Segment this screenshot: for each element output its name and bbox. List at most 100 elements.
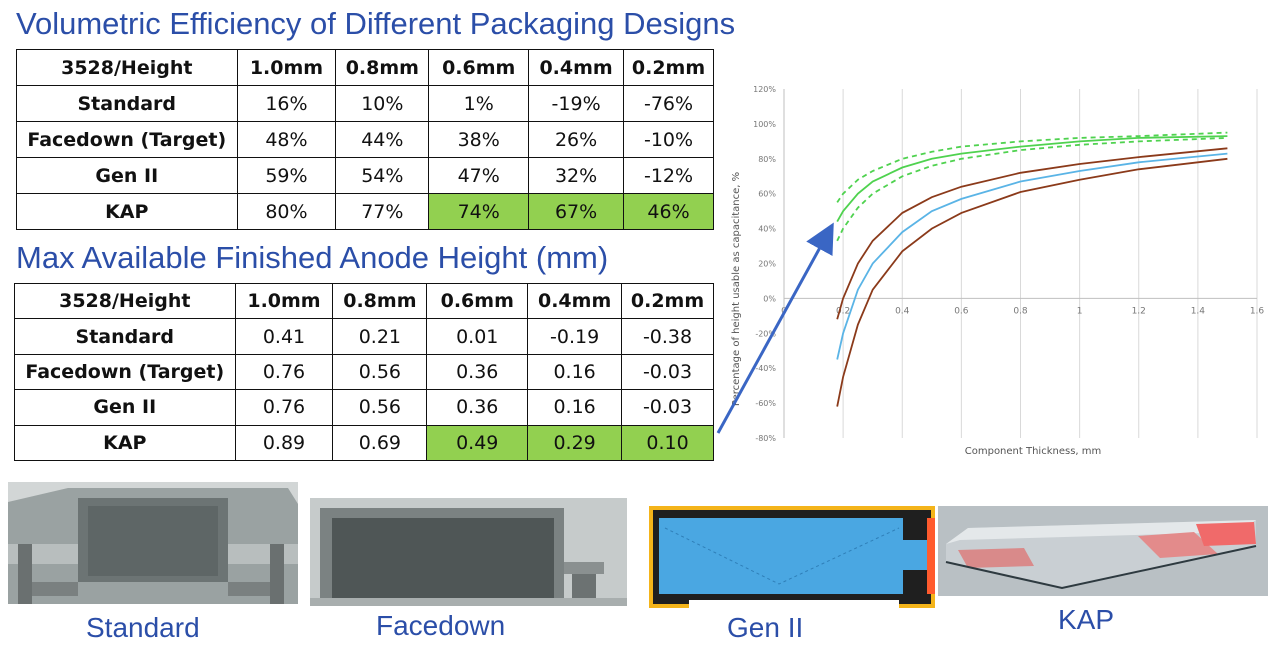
- table-row: Gen II 0.76 0.56 0.36 0.16 -0.03: [14, 389, 714, 426]
- series-line-4: [836, 147, 1228, 320]
- table-cell: -10%: [623, 121, 714, 158]
- table-cell: -0.03: [621, 389, 714, 426]
- table-row: KAP 80% 77% 74% 67% 46%: [16, 193, 714, 230]
- y-tick-label: -60%: [755, 399, 776, 408]
- facedown-caption: Facedown: [376, 610, 506, 641]
- table-cell: 0.16: [527, 389, 623, 426]
- series-line-5: [836, 152, 1228, 360]
- table-cell: 0.01: [426, 318, 529, 355]
- table-cell: 59%: [236, 157, 337, 194]
- series-line-2: [836, 131, 1228, 203]
- y-axis-label: Percentage of height usable as capacitan…: [731, 172, 742, 406]
- y-tick-label: 100%: [753, 120, 776, 129]
- row-label: Gen II: [14, 389, 236, 426]
- header-cell: 0.8mm: [332, 282, 428, 320]
- row-label: Standard: [16, 85, 238, 122]
- chart-series: [836, 131, 1228, 407]
- y-tick-label: -40%: [755, 364, 776, 373]
- highlighted-cell: 46%: [623, 193, 714, 230]
- x-tick-label: 0.6: [954, 306, 969, 316]
- table-cell: 77%: [335, 193, 430, 230]
- table-row: Facedown (Target) 48% 44% 38% 26% -10%: [16, 121, 714, 158]
- table-cell: 0.41: [234, 318, 334, 355]
- header-cell: 0.4mm: [527, 282, 623, 320]
- table-header-row: 3528/Height 1.0mm 0.8mm 0.6mm 0.4mm 0.2m…: [16, 49, 714, 86]
- row-label: Facedown (Target): [16, 121, 238, 158]
- series-line-1: [836, 135, 1228, 223]
- y-tick-label: 20%: [758, 260, 776, 269]
- header-cell: 0.2mm: [621, 282, 714, 320]
- row-label: Standard: [14, 318, 236, 355]
- table-row: Facedown (Target) 0.76 0.56 0.36 0.16 -0…: [14, 353, 714, 391]
- x-tick-label: 1: [1077, 306, 1083, 316]
- table-row: Gen II 59% 54% 47% 32% -12%: [16, 157, 714, 194]
- y-tick-label: 40%: [758, 225, 776, 234]
- standard-package-image: [8, 482, 298, 604]
- table-cell: 0.16: [527, 353, 623, 391]
- table-cell: 32%: [528, 157, 625, 194]
- table-cell: -0.03: [621, 353, 714, 391]
- volumetric-efficiency-title: Volumetric Efficiency of Different Packa…: [16, 6, 736, 41]
- x-tick-label: 1.4: [1191, 306, 1206, 316]
- header-cell: 0.8mm: [335, 49, 430, 86]
- arrow-line: [716, 222, 834, 434]
- table-cell: 0.56: [332, 389, 428, 426]
- series-line-3: [836, 137, 1228, 242]
- table-cell: -19%: [528, 85, 625, 122]
- y-tick-label: 120%: [753, 85, 776, 94]
- x-tick-label: 1.6: [1250, 306, 1265, 316]
- x-axis-label: Component Thickness, mm: [965, 446, 1102, 457]
- highlighted-cell: 0.10: [621, 424, 714, 461]
- table-row: Standard 16% 10% 1% -19% -76%: [16, 85, 714, 122]
- table-cell: 38%: [428, 121, 530, 158]
- table-cell: 54%: [335, 157, 430, 194]
- max-anode-height-title: Max Available Finished Anode Height (mm): [16, 240, 609, 275]
- table-cell: 0.76: [234, 389, 334, 426]
- table-cell: 0.69: [332, 424, 428, 461]
- table-cell: -0.38: [621, 318, 714, 355]
- y-tick-label: -20%: [755, 329, 776, 338]
- y-tick-label: 80%: [758, 155, 776, 164]
- highlighted-cell: 0.49: [426, 424, 529, 461]
- table-cell: 80%: [236, 193, 337, 230]
- standard-caption: Standard: [86, 612, 200, 643]
- series-line-6: [836, 157, 1228, 407]
- row-label: KAP: [14, 424, 236, 461]
- chart-axes: 00.20.40.60.811.21.41.6-80%-60%-40%-20%0…: [753, 85, 1264, 443]
- header-cell: 3528/Height: [14, 282, 236, 320]
- table-header-row: 3528/Height 1.0mm 0.8mm 0.6mm 0.4mm 0.2m…: [14, 282, 714, 320]
- header-cell: 1.0mm: [236, 49, 337, 86]
- header-cell: 0.4mm: [528, 49, 625, 86]
- x-tick-label: 1.2: [1132, 306, 1146, 316]
- facedown-package-image: [310, 498, 627, 606]
- gen2-package-image: [649, 506, 935, 608]
- table-cell: 0.89: [234, 424, 334, 461]
- table-cell: 0.36: [426, 353, 529, 391]
- row-label: KAP: [16, 193, 238, 230]
- table-cell: 44%: [335, 121, 430, 158]
- table-cell: 47%: [428, 157, 530, 194]
- max-anode-height-table: 3528/Height 1.0mm 0.8mm 0.6mm 0.4mm 0.2m…: [14, 282, 714, 461]
- table-cell: 1%: [428, 85, 530, 122]
- table-cell: 0.21: [332, 318, 428, 355]
- usable-height-chart: 00.20.40.60.811.21.41.6-80%-60%-40%-20%0…: [723, 72, 1271, 470]
- table-cell: 26%: [528, 121, 625, 158]
- table-cell: 10%: [335, 85, 430, 122]
- volumetric-efficiency-table: 3528/Height 1.0mm 0.8mm 0.6mm 0.4mm 0.2m…: [16, 49, 714, 230]
- header-cell: 3528/Height: [16, 49, 238, 86]
- table-cell: 48%: [236, 121, 337, 158]
- table-cell: 0.36: [426, 389, 529, 426]
- table-cell: -76%: [623, 85, 714, 122]
- header-cell: 0.2mm: [623, 49, 714, 86]
- y-tick-label: 60%: [758, 190, 776, 199]
- x-tick-label: 0.2: [836, 306, 850, 316]
- kap-package-image: [938, 506, 1268, 596]
- table-row: Standard 0.41 0.21 0.01 -0.19 -0.38: [14, 318, 714, 355]
- kap-caption: KAP: [1058, 604, 1115, 635]
- x-tick-label: 0.8: [1013, 306, 1028, 316]
- header-cell: 1.0mm: [234, 282, 334, 320]
- highlighted-cell: 74%: [428, 193, 530, 230]
- x-tick-label: 0.4: [895, 306, 910, 316]
- row-label: Facedown (Target): [14, 353, 236, 391]
